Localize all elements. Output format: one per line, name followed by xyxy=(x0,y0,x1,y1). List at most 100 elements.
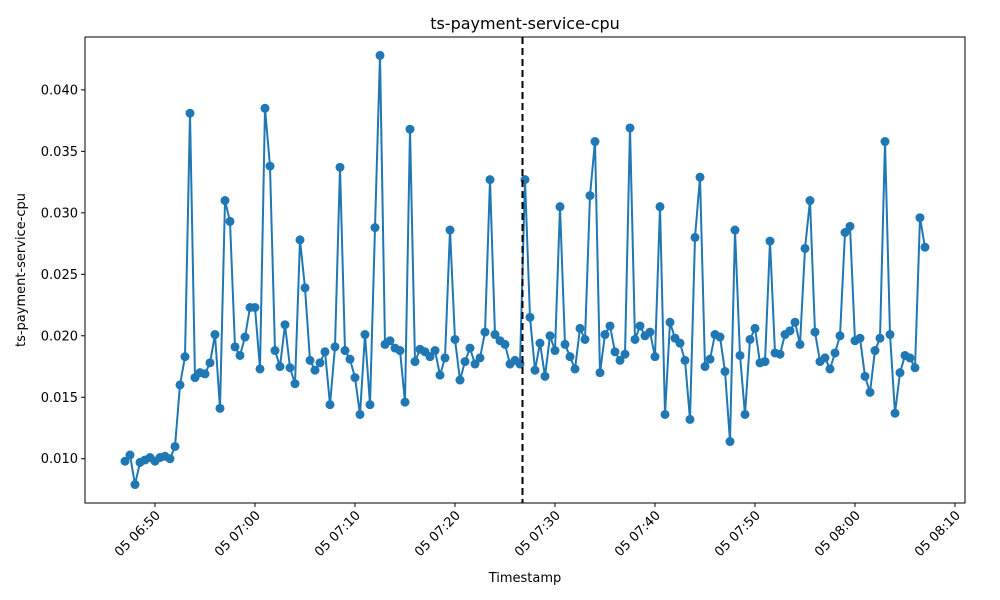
data-point xyxy=(585,191,595,201)
data-point xyxy=(540,371,550,381)
data-point xyxy=(605,321,615,331)
data-point xyxy=(215,403,225,413)
data-point xyxy=(690,232,700,242)
data-point xyxy=(440,353,450,363)
data-point xyxy=(290,379,300,389)
data-point xyxy=(280,320,290,330)
data-point xyxy=(890,408,900,418)
data-point xyxy=(845,221,855,231)
data-point xyxy=(715,332,725,342)
data-point xyxy=(345,354,355,364)
x-tick-label: 05 07:00 xyxy=(212,508,264,560)
data-point xyxy=(335,162,345,172)
data-point xyxy=(270,346,280,356)
data-point xyxy=(915,213,925,223)
data-point xyxy=(370,223,380,233)
series-layer xyxy=(120,50,930,490)
data-point xyxy=(250,303,260,312)
data-point xyxy=(895,368,905,378)
data-point xyxy=(340,346,350,356)
data-point xyxy=(635,321,645,331)
data-point xyxy=(580,334,590,344)
y-axis: 0.010 0.015 0.020 0.025 0.030 0.035 0.040 xyxy=(41,83,85,467)
data-point xyxy=(400,397,410,407)
data-point xyxy=(220,196,230,206)
data-point xyxy=(445,225,455,235)
data-point xyxy=(325,400,335,410)
x-tick-label: 05 07:30 xyxy=(512,508,564,560)
data-point xyxy=(375,50,385,60)
data-point xyxy=(785,326,795,336)
data-point xyxy=(655,202,665,212)
x-tick-label: 05 08:00 xyxy=(812,508,864,560)
data-point xyxy=(630,334,640,344)
data-point xyxy=(405,124,415,134)
y-tick-label: 0.010 xyxy=(41,452,78,467)
data-point xyxy=(230,342,240,352)
x-tick-label: 05 06:50 xyxy=(112,508,164,560)
x-tick-label: 05 07:10 xyxy=(312,508,364,560)
data-point xyxy=(735,350,745,360)
data-point xyxy=(700,362,710,372)
data-point xyxy=(305,355,315,365)
data-point xyxy=(125,450,135,460)
data-point xyxy=(680,355,690,365)
data-point xyxy=(365,400,375,410)
data-point xyxy=(330,342,340,352)
data-point xyxy=(550,346,560,356)
data-point xyxy=(810,327,820,337)
data-point xyxy=(665,317,675,327)
data-point xyxy=(450,334,460,344)
data-point xyxy=(120,456,130,466)
data-point xyxy=(560,339,570,349)
data-point xyxy=(600,330,610,340)
data-point xyxy=(625,123,635,133)
data-point xyxy=(410,357,420,367)
y-tick-label: 0.035 xyxy=(41,145,78,160)
data-point xyxy=(530,365,540,375)
data-point xyxy=(590,137,600,147)
data-point xyxy=(765,236,775,246)
x-tick-label: 05 07:40 xyxy=(612,508,664,560)
data-point xyxy=(475,353,485,363)
data-point xyxy=(775,349,785,359)
data-point xyxy=(705,354,715,364)
data-point xyxy=(210,330,220,340)
data-point xyxy=(800,243,810,253)
data-point xyxy=(165,454,175,464)
data-point xyxy=(255,364,265,374)
data-point xyxy=(650,352,660,362)
data-point xyxy=(470,359,480,369)
data-point xyxy=(360,330,370,340)
data-point xyxy=(740,409,750,419)
data-point xyxy=(870,346,880,356)
y-tick-label: 0.025 xyxy=(41,268,78,283)
data-point xyxy=(355,409,365,419)
data-point xyxy=(830,348,840,358)
data-point xyxy=(865,387,875,397)
data-point xyxy=(750,323,760,333)
data-point xyxy=(265,161,275,171)
data-point xyxy=(910,363,920,373)
data-point xyxy=(385,336,395,346)
data-point xyxy=(310,365,320,375)
data-point xyxy=(730,225,740,235)
y-tick-label: 0.015 xyxy=(41,391,78,406)
data-point xyxy=(535,338,545,348)
data-point xyxy=(240,332,250,342)
data-point xyxy=(645,327,655,337)
data-point xyxy=(205,358,215,368)
data-point xyxy=(885,330,895,340)
data-point xyxy=(675,338,685,348)
data-point xyxy=(315,358,325,368)
plot-frame xyxy=(84,36,966,504)
data-point xyxy=(175,380,185,390)
data-point xyxy=(825,364,835,374)
data-point xyxy=(480,327,490,337)
data-point xyxy=(920,242,930,252)
data-point xyxy=(350,373,360,383)
series-line xyxy=(124,54,926,486)
data-point xyxy=(790,317,800,327)
data-point xyxy=(260,103,270,113)
